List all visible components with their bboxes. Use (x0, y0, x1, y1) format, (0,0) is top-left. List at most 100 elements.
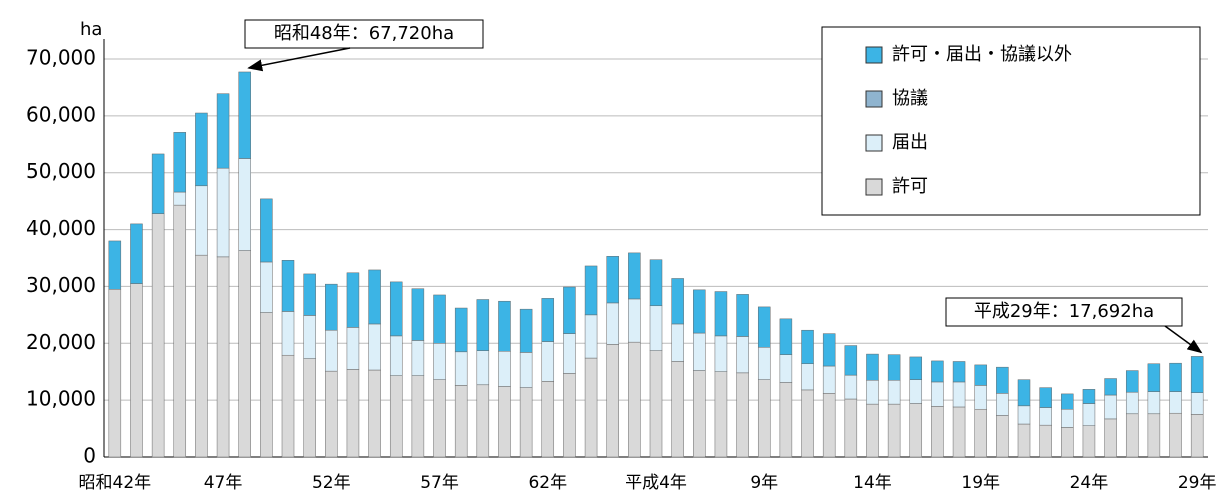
bar-segment (477, 351, 489, 385)
bar-segment (260, 313, 272, 457)
bar-segment (780, 355, 792, 383)
bar-segment (325, 284, 337, 330)
bar-segment (1105, 419, 1117, 457)
legend-label: 許可・届出・協議以外 (892, 44, 1072, 65)
bar-segment (1018, 406, 1030, 424)
bar-segment (585, 315, 597, 358)
bar-segment (758, 380, 770, 457)
bar-segment (260, 262, 272, 313)
bar-segment (888, 404, 900, 457)
bar-segment (845, 375, 857, 399)
bar-segment (823, 334, 835, 366)
bar-segment (542, 381, 554, 457)
bar-segment (672, 361, 684, 457)
x-tick-label: 平成4年 (625, 473, 687, 493)
bar-segment (282, 311, 294, 355)
bar-segment (455, 385, 467, 457)
bar-segment (975, 385, 987, 409)
bar-segment (1040, 388, 1052, 408)
bar-segment (304, 359, 316, 457)
bar-segment (628, 253, 640, 299)
bar-segment (758, 347, 770, 379)
bar-segment (282, 355, 294, 457)
bar-segment (888, 380, 900, 404)
bar-segment (910, 357, 922, 380)
bar-segment (866, 404, 878, 457)
bar-segment (845, 346, 857, 376)
bar-segment (542, 342, 554, 382)
bar-segment (996, 393, 1008, 415)
annotation-arrow (249, 48, 350, 68)
bar-segment (563, 287, 575, 334)
bar-segment (1191, 414, 1203, 457)
bar-segment (1191, 393, 1203, 415)
bar-segment (109, 289, 121, 457)
bar-segment (1018, 424, 1030, 457)
bar-segment (130, 284, 142, 457)
bar-segment (152, 214, 164, 457)
bar-segment (282, 260, 294, 311)
y-tick-label: 30,000 (26, 273, 96, 297)
bar-segment (607, 256, 619, 303)
bar-segment (304, 274, 316, 316)
bar-segment (369, 324, 381, 370)
bar-segment (585, 266, 597, 315)
bar-segment (434, 380, 446, 457)
bar-segment (1105, 395, 1117, 419)
bar-segment (1083, 426, 1095, 457)
bar-segment (823, 393, 835, 457)
bar-segment (542, 298, 554, 341)
bar-segment (412, 289, 424, 341)
bar-segment (931, 382, 943, 406)
bar-segment (195, 186, 207, 255)
bar-segment (477, 300, 489, 351)
bar-segment (520, 352, 532, 387)
bar-segment (737, 294, 749, 336)
bar-segment (347, 327, 359, 369)
bar-segment (866, 354, 878, 380)
legend-swatch (866, 91, 882, 107)
bar-segment (1061, 409, 1073, 427)
bar-segment (802, 390, 814, 457)
bar-segment (1148, 364, 1160, 392)
bar-segment (412, 340, 424, 375)
bar-segment (1083, 389, 1095, 403)
bar-segment (563, 373, 575, 457)
bar-segment (1018, 380, 1030, 406)
bar-segment (217, 257, 229, 457)
bar-segment (1061, 394, 1073, 409)
bar-segment (1126, 392, 1138, 414)
bar-segment (390, 376, 402, 457)
legend-swatch (866, 47, 882, 63)
y-tick-label: 70,000 (26, 46, 96, 70)
legend-label: 届出 (892, 132, 928, 153)
bar-segment (975, 365, 987, 385)
bar-segment (390, 336, 402, 376)
legend-swatch (866, 179, 882, 195)
y-tick-label: 20,000 (26, 330, 96, 354)
bar-segment (109, 241, 121, 289)
bar-segment (953, 382, 965, 407)
bar-segment (455, 352, 467, 386)
bar-segment (239, 251, 251, 457)
y-tick-label: 10,000 (26, 387, 96, 411)
bar-segment (498, 301, 510, 351)
x-tick-label: 14年 (853, 473, 892, 493)
bar-segment (737, 373, 749, 457)
bar-segment (217, 168, 229, 257)
bar-segment (174, 192, 186, 205)
x-tick-label: 昭和42年 (79, 473, 152, 493)
bar-segment (650, 306, 662, 351)
annotation-arrow (1165, 326, 1201, 352)
bar-segment (520, 309, 532, 352)
y-tick-label: 0 (83, 444, 96, 468)
bar-segment (1105, 379, 1117, 395)
bar-segment (996, 415, 1008, 457)
bar-segment (174, 205, 186, 457)
y-tick-label: 50,000 (26, 159, 96, 183)
bar-segment (1126, 414, 1138, 457)
x-tick-label: 52年 (312, 473, 351, 493)
bar-segment (758, 307, 770, 347)
bar-segment (239, 72, 251, 159)
bar-segment (325, 371, 337, 457)
